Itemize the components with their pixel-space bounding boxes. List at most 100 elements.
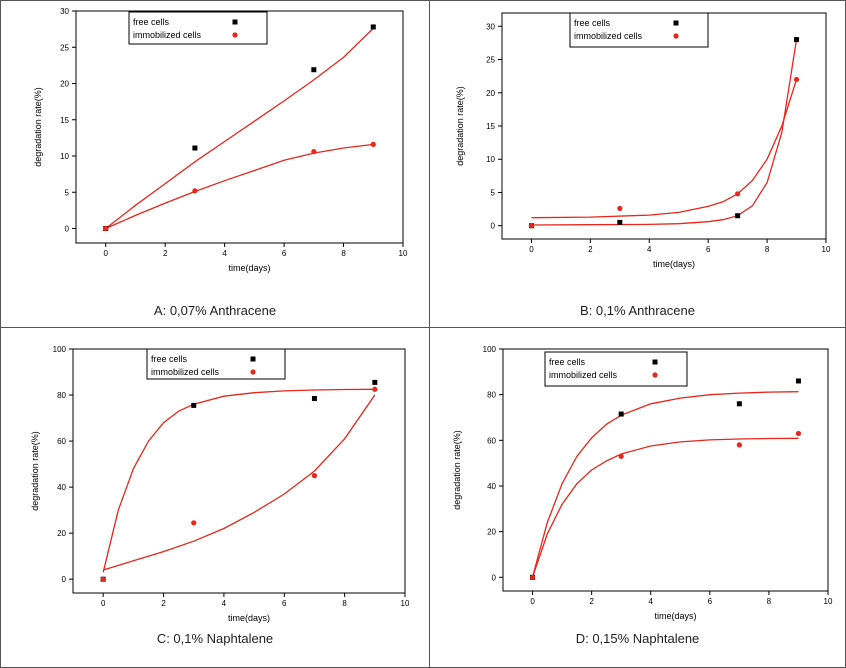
x-tick-label: 4 [647, 245, 652, 254]
fit-curve [102, 388, 375, 573]
y-tick-label: 40 [487, 482, 496, 491]
legend-marker-square [673, 20, 679, 26]
data-point-immobilized [735, 191, 741, 197]
y-tick-label: 5 [65, 188, 70, 197]
y-tick-label: 80 [487, 391, 496, 400]
x-tick-label: 0 [530, 597, 535, 606]
data-point-immobilized [528, 223, 535, 229]
x-axis-title: time(days) [654, 611, 696, 621]
panel-d: 0 2 4 6 8 10 0 20 40 60 80 100 time(days) degradation… [429, 327, 846, 668]
y-tick-label: 100 [53, 345, 67, 354]
fit-curve [103, 394, 376, 571]
chart-a: 0 2 4 6 8 10 0 5 10 15 20 25 30 time(days) degradation… [33, 7, 408, 273]
data-point-immobilized [529, 574, 536, 580]
y-axis-title: degradation rate(%) [455, 86, 465, 166]
x-tick-label: 6 [282, 249, 287, 258]
x-axis-title: time(days) [228, 263, 270, 273]
x-tick-label: 4 [222, 599, 227, 608]
panel-c: 0 2 4 6 8 10 0 20 40 60 80 100 time(days) degradation… [0, 327, 430, 668]
y-tick-label: 60 [57, 437, 66, 446]
x-tick-label: 0 [529, 245, 534, 254]
data-point-immobilized [618, 453, 624, 459]
data-point-free [617, 219, 623, 225]
y-tick-label: 0 [65, 225, 70, 234]
y-tick-label: 20 [487, 528, 496, 537]
data-point-immobilized [311, 473, 318, 479]
x-axis-title: time(days) [228, 613, 270, 623]
x-tick-label: 0 [101, 599, 106, 608]
data-point-free [735, 213, 741, 219]
y-tick-label: 80 [57, 391, 66, 400]
legend-marker-circle [232, 32, 238, 38]
y-tick-label: 5 [491, 188, 496, 197]
caption-b: B: 0,1% Anthracene [580, 303, 695, 318]
x-tick-label: 10 [399, 249, 408, 258]
data-point-immobilized [372, 386, 378, 392]
x-tick-label: 8 [765, 245, 770, 254]
x-tick-label: 10 [822, 245, 831, 254]
data-point-immobilized [311, 149, 317, 155]
chart-b: 0 2 4 6 8 10 0 5 10 15 20 25 30 time(days) degradation… [455, 12, 831, 269]
chart-c: 0 2 4 6 8 10020406080100time(days)degradation… [30, 345, 410, 623]
legend-marker-circle [673, 33, 679, 39]
legend-marker-square [652, 359, 658, 365]
data-point-free [736, 401, 742, 407]
x-tick-label: 10 [401, 599, 410, 608]
legend-box [569, 12, 709, 48]
legend-label: immobilized cells [133, 30, 202, 40]
data-point-immobilized [192, 188, 198, 194]
x-tick-label: 4 [649, 597, 654, 606]
legend-label: immobilized cells [151, 367, 220, 377]
y-tick-label: 60 [487, 436, 496, 445]
data-point-immobilized [100, 576, 106, 582]
data-point-free [794, 37, 800, 43]
panel-a: 0 2 4 6 8 10 0 5 10 15 20 25 30 time(days) degradation… [0, 0, 430, 328]
legend-marker-circle [250, 369, 256, 375]
fit-curve [105, 143, 374, 230]
x-tick-label: 6 [708, 597, 713, 606]
legend-label: immobilized cells [549, 370, 618, 380]
x-axis-title: time(days) [653, 259, 695, 269]
y-tick-label: 20 [60, 80, 69, 89]
data-point-immobilized [736, 442, 742, 448]
plot-frame [72, 348, 406, 594]
caption-d: D: 0,15% Naphtalene [575, 631, 700, 646]
y-axis-title: degradation rate(%) [33, 87, 43, 167]
y-axis-title: degradation rate(%) [452, 430, 462, 510]
y-tick-label: 30 [486, 22, 495, 31]
x-tick-label: 6 [706, 245, 711, 254]
fit-curve [105, 27, 374, 230]
y-tick-label: 100 [483, 345, 497, 354]
x-tick-label: 2 [588, 245, 593, 254]
data-point-free [191, 402, 197, 408]
y-tick-label: 30 [60, 7, 69, 16]
data-point-free [311, 67, 317, 73]
data-point-free [618, 411, 624, 417]
y-tick-label: 40 [57, 483, 66, 492]
fit-curve [531, 437, 799, 578]
data-point-immobilized [795, 430, 802, 437]
fit-curve [531, 79, 798, 219]
x-tick-label: 4 [222, 249, 227, 258]
x-tick-label: 0 [104, 249, 109, 258]
y-tick-label: 25 [60, 43, 69, 52]
legend-box [146, 348, 286, 380]
legend-box [128, 11, 268, 45]
data-point-free [370, 24, 376, 30]
y-tick-label: 0 [492, 573, 497, 582]
legend-marker-square [232, 19, 238, 25]
legend-marker-circle [652, 372, 658, 378]
caption-a: A: 0,07% Anthracene [153, 303, 277, 318]
fit-curve [531, 39, 798, 226]
legend-label: free cells [574, 18, 611, 28]
data-point-immobilized [191, 520, 197, 526]
x-tick-label: 8 [767, 597, 772, 606]
legend-marker-square [250, 356, 256, 362]
data-point-immobilized [370, 141, 376, 147]
y-axis-title: degradation rate(%) [30, 431, 40, 511]
data-point-immobilized [793, 76, 800, 83]
data-point-immobilized [103, 225, 109, 232]
y-tick-label: 25 [486, 56, 495, 65]
x-tick-label: 2 [589, 597, 594, 606]
